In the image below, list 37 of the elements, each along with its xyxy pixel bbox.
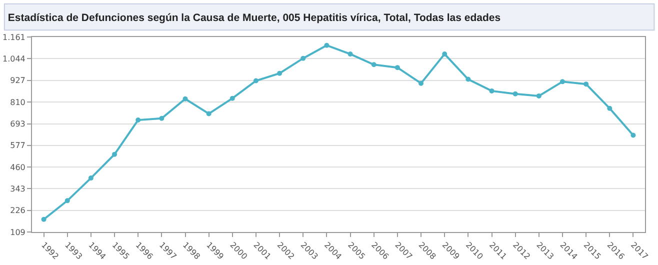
point [88, 176, 94, 181]
y-tick-label: 1.044 [2, 54, 26, 64]
point [230, 96, 235, 101]
point [182, 96, 188, 102]
chart-title: Estadística de Defunciones según la Causa de Muerte, 005 Hepatitis vírica, Total, Todas las edades [8, 12, 501, 24]
point [159, 116, 164, 121]
point [41, 216, 46, 222]
point [277, 70, 282, 76]
y-tick-label: 577 [10, 141, 26, 150]
y-tick-label: 226 [10, 206, 26, 216]
point [466, 76, 471, 82]
point [136, 118, 141, 123]
y-tick-label: 927 [10, 76, 26, 86]
y-tick-label: 810 [10, 98, 26, 107]
point [584, 82, 589, 87]
y-tick-label: 460 [10, 162, 26, 172]
point [300, 56, 306, 61]
point [394, 65, 400, 70]
point [371, 62, 376, 68]
point [418, 80, 424, 86]
point [324, 42, 330, 48]
point [442, 52, 448, 57]
point [630, 132, 636, 138]
y-tick-label: 343 [10, 184, 26, 194]
point [489, 88, 494, 94]
point [607, 106, 612, 111]
point [64, 198, 70, 204]
point [206, 111, 212, 116]
y-tick-label: 693 [10, 120, 26, 129]
point [536, 93, 542, 98]
point [512, 91, 518, 96]
point [253, 78, 258, 84]
point [112, 152, 118, 157]
point [560, 79, 565, 84]
y-tick-label: 109 [10, 228, 26, 237]
point [348, 52, 353, 57]
y-tick-label: 1.161 [2, 32, 26, 42]
